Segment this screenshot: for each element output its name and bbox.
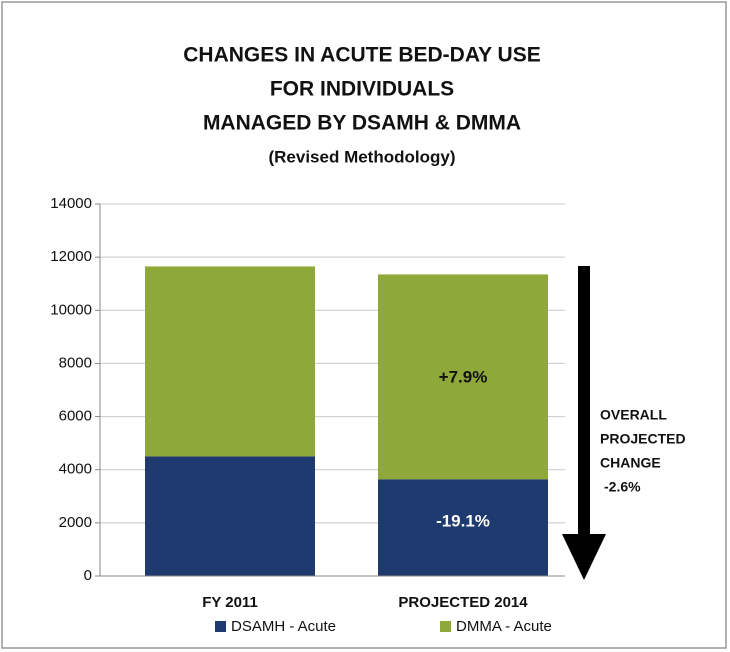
chart-subtitle: (Revised Methodology): [268, 147, 455, 166]
legend-swatch: [440, 621, 451, 632]
chart-title: CHANGES IN ACUTE BED-DAY USE: [183, 44, 540, 67]
bar-segment: [145, 266, 315, 457]
bar-segment: [378, 479, 548, 576]
y-tick-label: 14000: [50, 195, 92, 212]
y-tick-label: 6000: [59, 408, 92, 425]
overall-note: -2.6%: [604, 479, 641, 495]
bar-segment: [378, 274, 548, 480]
overall-note: OVERALL: [600, 407, 667, 423]
arrow-shaft: [578, 266, 590, 536]
x-tick-label: FY 2011: [202, 594, 258, 611]
x-tick-label: PROJECTED 2014: [398, 594, 528, 611]
chart-title: MANAGED BY DSAMH & DMMA: [203, 112, 521, 135]
y-tick-label: 10000: [50, 301, 92, 318]
y-tick-label: 2000: [59, 514, 92, 531]
legend-label: DMMA - Acute: [456, 618, 552, 635]
overall-note: PROJECTED: [600, 431, 686, 447]
y-tick-label: 12000: [50, 248, 92, 265]
arrow-head: [562, 534, 606, 580]
bar-segment: [145, 456, 315, 576]
legend-label: DSAMH - Acute: [231, 618, 336, 635]
annotation: +7.9%: [439, 367, 488, 386]
overall-note: CHANGE: [600, 455, 661, 471]
y-tick-label: 4000: [59, 461, 92, 478]
y-tick-label: 0: [84, 567, 92, 584]
legend-swatch: [215, 621, 226, 632]
annotation: -19.1%: [436, 511, 490, 530]
chart-title: FOR INDIVIDUALS: [270, 78, 454, 101]
y-tick-label: 8000: [59, 354, 92, 371]
